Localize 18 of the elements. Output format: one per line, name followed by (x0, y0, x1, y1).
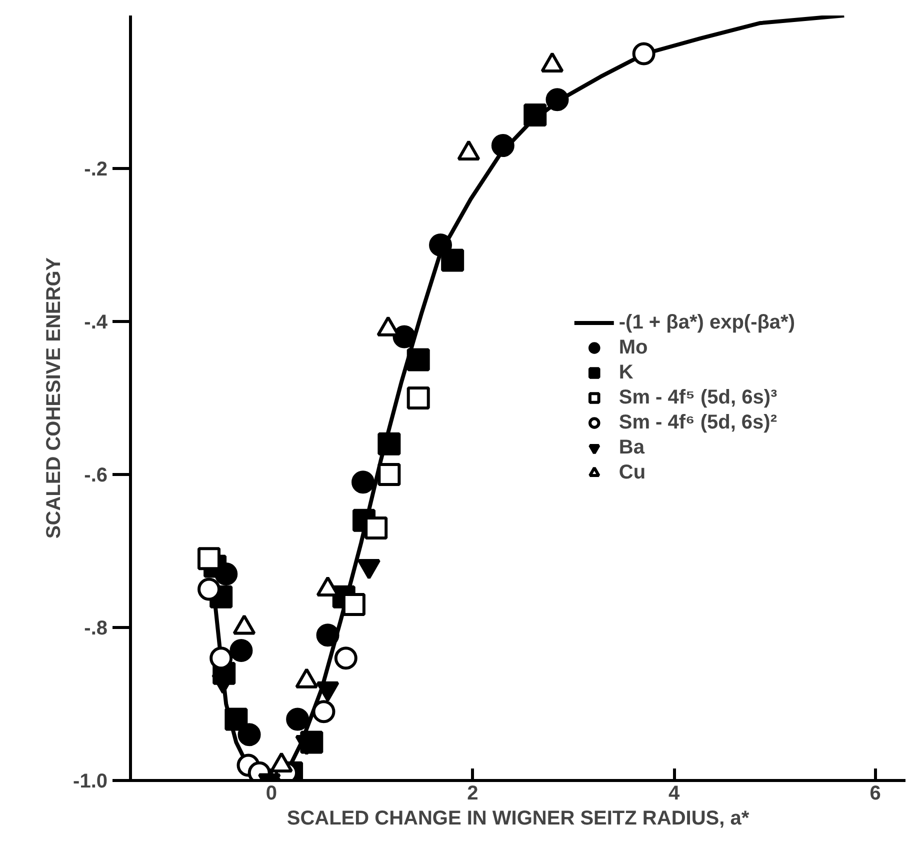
y-axis-title: SCALED COHESIVE ENERGY (43, 256, 66, 539)
legend-label: Sm - 4f⁶ (5d, 6s)² (618, 411, 777, 434)
y-tick-label: -.2 (84, 158, 108, 180)
x-tick-label: 4 (668, 782, 680, 804)
legend-label: Cu (618, 461, 646, 484)
legend-label: Mo (618, 336, 648, 359)
y-tick-label: -.8 (84, 618, 108, 640)
x-tick-label: 2 (467, 782, 478, 804)
legend-label: Sm - 4f⁵ (5d, 6s)³ (618, 386, 778, 409)
x-tick-label: 0 (266, 782, 277, 804)
legend-label: K (618, 361, 634, 384)
x-axis-title: SCALED CHANGE IN WIGNER SEITZ RADIUS, a* (286, 808, 750, 830)
y-tick-label: -1.0 (73, 770, 108, 792)
legend-label: Ba (618, 436, 644, 459)
legend-label: -(1 + βa*) exp(-βa*) (618, 311, 795, 334)
y-tick-label: -.4 (84, 312, 108, 334)
x-tick-label: 6 (870, 782, 881, 804)
y-tick-label: -.6 (84, 464, 108, 486)
